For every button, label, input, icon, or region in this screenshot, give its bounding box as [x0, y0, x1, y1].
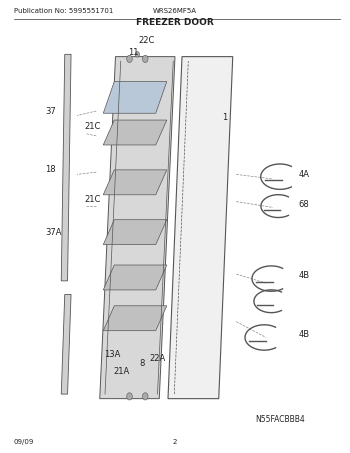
- Text: 09/09: 09/09: [14, 439, 34, 445]
- Polygon shape: [61, 54, 71, 281]
- Text: 68: 68: [298, 200, 309, 209]
- Circle shape: [127, 55, 132, 63]
- Text: 11: 11: [128, 48, 138, 57]
- Text: 21A: 21A: [114, 367, 130, 376]
- Text: 4A: 4A: [298, 170, 309, 178]
- Text: 37: 37: [46, 107, 56, 116]
- Polygon shape: [103, 170, 167, 195]
- Polygon shape: [103, 120, 167, 145]
- Text: 18: 18: [45, 165, 55, 174]
- Text: 21C: 21C: [84, 122, 100, 130]
- Text: 4B: 4B: [298, 271, 309, 280]
- Text: 22C: 22C: [138, 36, 155, 45]
- Polygon shape: [103, 82, 167, 113]
- Polygon shape: [103, 220, 167, 245]
- Text: 1: 1: [222, 113, 228, 122]
- Text: N55FACBBB4: N55FACBBB4: [256, 415, 305, 424]
- Text: 4B: 4B: [298, 330, 309, 339]
- Text: 8: 8: [139, 359, 144, 367]
- Polygon shape: [103, 306, 167, 331]
- Circle shape: [142, 393, 148, 400]
- Text: 37A: 37A: [45, 228, 61, 236]
- Text: Publication No: 5995551701: Publication No: 5995551701: [14, 8, 113, 14]
- Text: FREEZER DOOR: FREEZER DOOR: [136, 18, 214, 27]
- Circle shape: [135, 52, 139, 57]
- Text: 13A: 13A: [104, 350, 121, 359]
- Polygon shape: [168, 57, 233, 399]
- Text: 21C: 21C: [84, 195, 100, 204]
- Text: 2: 2: [173, 439, 177, 445]
- Circle shape: [142, 55, 148, 63]
- Polygon shape: [103, 265, 167, 290]
- Text: 22A: 22A: [150, 354, 166, 363]
- Polygon shape: [100, 57, 175, 399]
- Text: WRS26MF5A: WRS26MF5A: [153, 8, 197, 14]
- Polygon shape: [61, 294, 71, 394]
- Circle shape: [127, 393, 132, 400]
